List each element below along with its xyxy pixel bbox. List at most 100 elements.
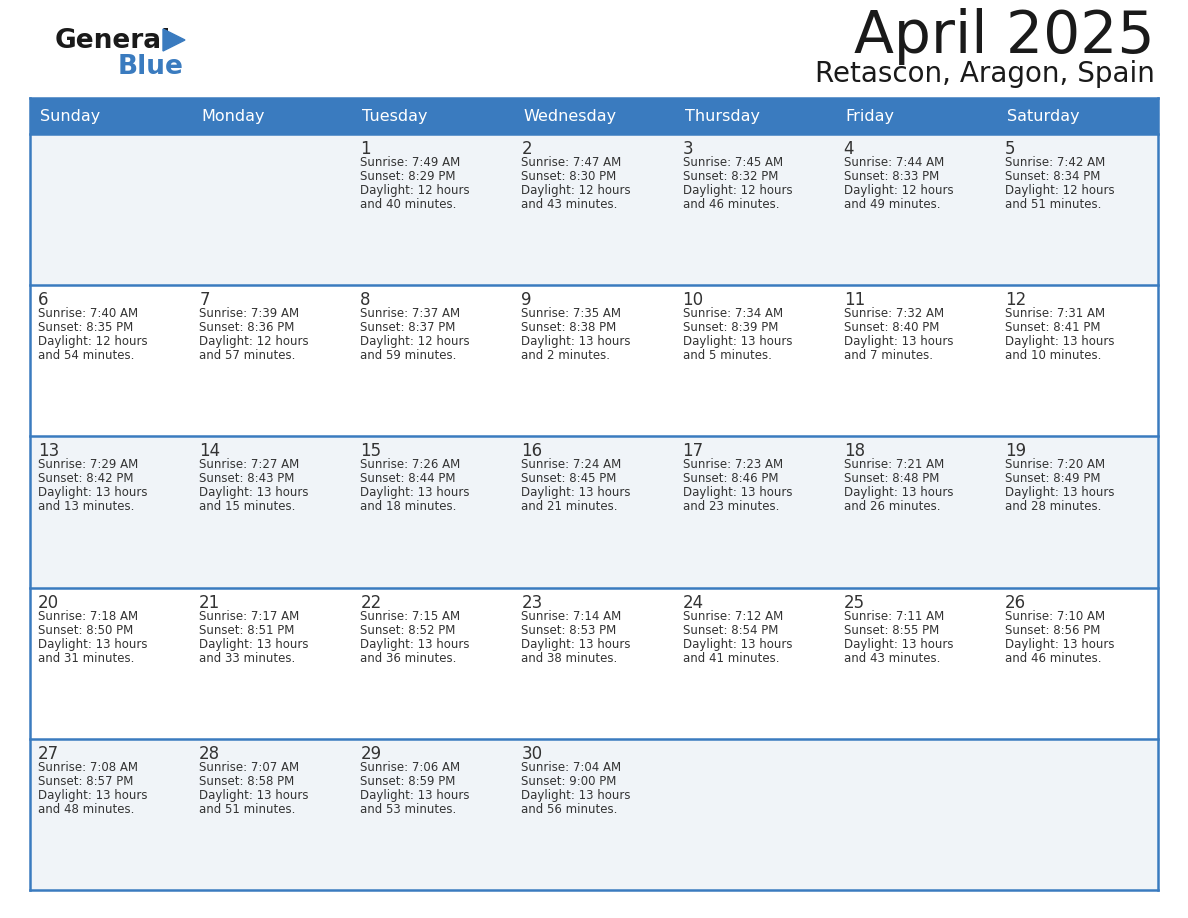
Text: Sunset: 8:46 PM: Sunset: 8:46 PM — [683, 473, 778, 486]
Text: Daylight: 13 hours: Daylight: 13 hours — [683, 335, 792, 348]
Text: Daylight: 12 hours: Daylight: 12 hours — [38, 335, 147, 348]
Text: and 40 minutes.: and 40 minutes. — [360, 198, 456, 211]
Text: 7: 7 — [200, 291, 209, 309]
Text: Sunset: 8:33 PM: Sunset: 8:33 PM — [843, 170, 939, 183]
Text: Sunset: 8:53 PM: Sunset: 8:53 PM — [522, 623, 617, 636]
Text: 28: 28 — [200, 744, 220, 763]
Text: Sunrise: 7:23 AM: Sunrise: 7:23 AM — [683, 458, 783, 472]
Text: Daylight: 13 hours: Daylight: 13 hours — [360, 789, 469, 801]
Text: and 59 minutes.: and 59 minutes. — [360, 349, 456, 363]
Text: Daylight: 12 hours: Daylight: 12 hours — [522, 184, 631, 197]
Text: and 36 minutes.: and 36 minutes. — [360, 652, 456, 665]
Text: 14: 14 — [200, 442, 220, 461]
Text: Sunset: 8:29 PM: Sunset: 8:29 PM — [360, 170, 456, 183]
Text: Sunset: 8:34 PM: Sunset: 8:34 PM — [1005, 170, 1100, 183]
Text: Daylight: 13 hours: Daylight: 13 hours — [843, 638, 953, 651]
Text: General: General — [55, 28, 171, 54]
Text: Sunset: 8:44 PM: Sunset: 8:44 PM — [360, 473, 456, 486]
Text: and 54 minutes.: and 54 minutes. — [38, 349, 134, 363]
Text: and 53 minutes.: and 53 minutes. — [360, 803, 456, 816]
Text: and 18 minutes.: and 18 minutes. — [360, 500, 456, 513]
Text: 27: 27 — [38, 744, 59, 763]
Text: Sunrise: 7:11 AM: Sunrise: 7:11 AM — [843, 610, 944, 622]
Text: Daylight: 12 hours: Daylight: 12 hours — [360, 335, 470, 348]
Text: 26: 26 — [1005, 594, 1026, 611]
Text: Daylight: 13 hours: Daylight: 13 hours — [1005, 487, 1114, 499]
Text: Sunrise: 7:08 AM: Sunrise: 7:08 AM — [38, 761, 138, 774]
Text: Sunrise: 7:37 AM: Sunrise: 7:37 AM — [360, 308, 461, 320]
Text: 15: 15 — [360, 442, 381, 461]
Text: Sunset: 8:36 PM: Sunset: 8:36 PM — [200, 321, 295, 334]
Text: Sunset: 8:42 PM: Sunset: 8:42 PM — [38, 473, 133, 486]
Text: Daylight: 12 hours: Daylight: 12 hours — [200, 335, 309, 348]
Text: and 43 minutes.: and 43 minutes. — [522, 198, 618, 211]
Text: Sunrise: 7:40 AM: Sunrise: 7:40 AM — [38, 308, 138, 320]
Text: Sunset: 8:48 PM: Sunset: 8:48 PM — [843, 473, 939, 486]
Bar — [30, 436, 1158, 588]
Text: Sunset: 8:40 PM: Sunset: 8:40 PM — [843, 321, 939, 334]
Text: Sunrise: 7:04 AM: Sunrise: 7:04 AM — [522, 761, 621, 774]
Bar — [30, 285, 1158, 436]
Text: 24: 24 — [683, 594, 703, 611]
Text: Sunrise: 7:06 AM: Sunrise: 7:06 AM — [360, 761, 461, 774]
Text: 1: 1 — [360, 140, 371, 158]
Text: Sunset: 8:35 PM: Sunset: 8:35 PM — [38, 321, 133, 334]
Text: Sunset: 8:59 PM: Sunset: 8:59 PM — [360, 775, 456, 788]
Text: Daylight: 13 hours: Daylight: 13 hours — [360, 487, 469, 499]
Text: and 23 minutes.: and 23 minutes. — [683, 500, 779, 513]
Text: Sunset: 8:32 PM: Sunset: 8:32 PM — [683, 170, 778, 183]
Text: and 43 minutes.: and 43 minutes. — [843, 652, 940, 665]
Text: and 28 minutes.: and 28 minutes. — [1005, 500, 1101, 513]
Text: Daylight: 13 hours: Daylight: 13 hours — [522, 487, 631, 499]
Text: Sunrise: 7:10 AM: Sunrise: 7:10 AM — [1005, 610, 1105, 622]
Text: Sunrise: 7:21 AM: Sunrise: 7:21 AM — [843, 458, 944, 472]
Text: and 10 minutes.: and 10 minutes. — [1005, 349, 1101, 363]
Text: Sunset: 8:56 PM: Sunset: 8:56 PM — [1005, 623, 1100, 636]
Text: 25: 25 — [843, 594, 865, 611]
Text: Sunrise: 7:35 AM: Sunrise: 7:35 AM — [522, 308, 621, 320]
Text: and 13 minutes.: and 13 minutes. — [38, 500, 134, 513]
Text: Sunset: 8:58 PM: Sunset: 8:58 PM — [200, 775, 295, 788]
Text: Sunrise: 7:31 AM: Sunrise: 7:31 AM — [1005, 308, 1105, 320]
Text: 8: 8 — [360, 291, 371, 309]
Text: Sunrise: 7:29 AM: Sunrise: 7:29 AM — [38, 458, 138, 472]
Text: Sunday: Sunday — [40, 108, 100, 124]
Text: Sunrise: 7:26 AM: Sunrise: 7:26 AM — [360, 458, 461, 472]
Text: Daylight: 13 hours: Daylight: 13 hours — [38, 638, 147, 651]
Text: 6: 6 — [38, 291, 49, 309]
Text: Sunrise: 7:39 AM: Sunrise: 7:39 AM — [200, 308, 299, 320]
Text: Sunset: 8:41 PM: Sunset: 8:41 PM — [1005, 321, 1100, 334]
Text: and 51 minutes.: and 51 minutes. — [200, 803, 296, 816]
Text: 12: 12 — [1005, 291, 1026, 309]
Bar — [30, 588, 1158, 739]
Text: and 49 minutes.: and 49 minutes. — [843, 198, 940, 211]
Text: 11: 11 — [843, 291, 865, 309]
Text: and 46 minutes.: and 46 minutes. — [683, 198, 779, 211]
Text: 4: 4 — [843, 140, 854, 158]
Text: Sunrise: 7:12 AM: Sunrise: 7:12 AM — [683, 610, 783, 622]
Text: 13: 13 — [38, 442, 59, 461]
Text: 30: 30 — [522, 744, 543, 763]
Text: April 2025: April 2025 — [854, 8, 1155, 65]
Text: Sunrise: 7:44 AM: Sunrise: 7:44 AM — [843, 156, 944, 169]
Text: Daylight: 13 hours: Daylight: 13 hours — [522, 335, 631, 348]
Text: and 51 minutes.: and 51 minutes. — [1005, 198, 1101, 211]
Text: Sunset: 8:39 PM: Sunset: 8:39 PM — [683, 321, 778, 334]
Text: Sunset: 8:38 PM: Sunset: 8:38 PM — [522, 321, 617, 334]
Text: Daylight: 13 hours: Daylight: 13 hours — [522, 789, 631, 801]
Text: Sunrise: 7:24 AM: Sunrise: 7:24 AM — [522, 458, 621, 472]
Text: Retascon, Aragon, Spain: Retascon, Aragon, Spain — [815, 60, 1155, 88]
Text: 29: 29 — [360, 744, 381, 763]
Text: 9: 9 — [522, 291, 532, 309]
Text: Daylight: 12 hours: Daylight: 12 hours — [843, 184, 953, 197]
Text: Sunset: 8:43 PM: Sunset: 8:43 PM — [200, 473, 295, 486]
Text: 3: 3 — [683, 140, 693, 158]
Text: 19: 19 — [1005, 442, 1026, 461]
Text: Sunrise: 7:49 AM: Sunrise: 7:49 AM — [360, 156, 461, 169]
Text: Sunset: 8:50 PM: Sunset: 8:50 PM — [38, 623, 133, 636]
Text: Sunset: 8:49 PM: Sunset: 8:49 PM — [1005, 473, 1100, 486]
Text: Tuesday: Tuesday — [362, 108, 428, 124]
Text: Monday: Monday — [201, 108, 265, 124]
Text: 20: 20 — [38, 594, 59, 611]
Text: Sunset: 8:37 PM: Sunset: 8:37 PM — [360, 321, 456, 334]
